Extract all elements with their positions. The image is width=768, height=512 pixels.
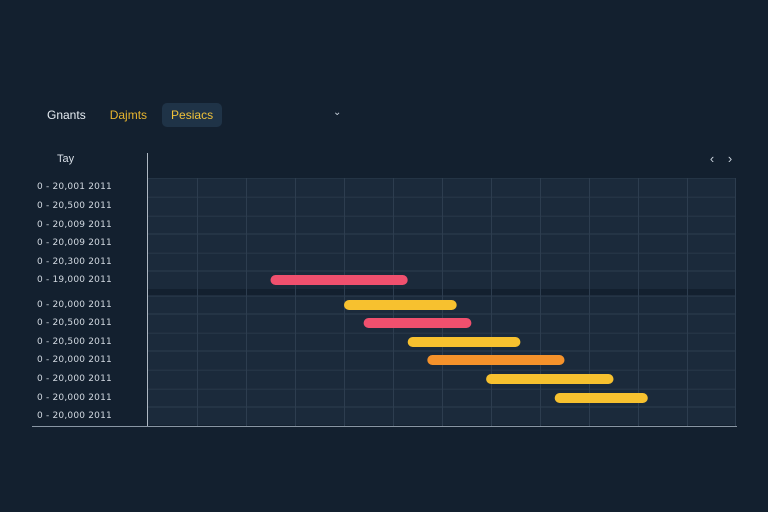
label-column-divider [147,153,148,427]
row-label: 0 - 20,500 2011 [37,201,112,211]
task-bar[interactable] [344,300,457,310]
row-label: 0 - 20,000 2011 [37,300,112,310]
row-label: 0 - 20,000 2011 [37,393,112,403]
task-bar[interactable] [363,318,472,328]
chevron-right-icon[interactable]: › [727,151,733,166]
task-bar[interactable] [554,393,648,403]
row-label: 0 - 20,009 2011 [37,238,112,248]
chevron-down-icon[interactable]: ⌄ [333,107,342,118]
grid-baseline [32,426,737,427]
gantt-grid [148,178,736,426]
tab-pesiacs[interactable]: Pesiacs [162,103,223,127]
tab-gnants[interactable]: Gnants [47,108,86,122]
row-label: 0 - 20,000 2011 [37,355,112,365]
row-label: 0 - 20,300 2011 [37,257,112,267]
task-bar[interactable] [407,337,521,347]
row-label: 0 - 20,000 2011 [37,374,112,384]
row-label: 0 - 20,500 2011 [37,318,112,328]
row-label: 0 - 20,000 2011 [37,411,112,421]
task-bar[interactable] [270,275,408,285]
row-label: 0 - 19,000 2011 [37,275,112,285]
chevron-left-icon[interactable]: ‹ [709,151,715,166]
tab-dajmts[interactable]: Dajmts [109,108,148,122]
task-bar[interactable] [486,374,614,384]
task-bar[interactable] [427,355,565,365]
view-tabs: Gnants Dajmts Pesiacs [38,103,223,127]
row-label: 0 - 20,009 2011 [37,220,112,230]
row-label: 0 - 20,500 2011 [37,337,112,347]
row-label: 0 - 20,001 2011 [37,182,112,192]
column-header-day: Tay [57,153,75,165]
